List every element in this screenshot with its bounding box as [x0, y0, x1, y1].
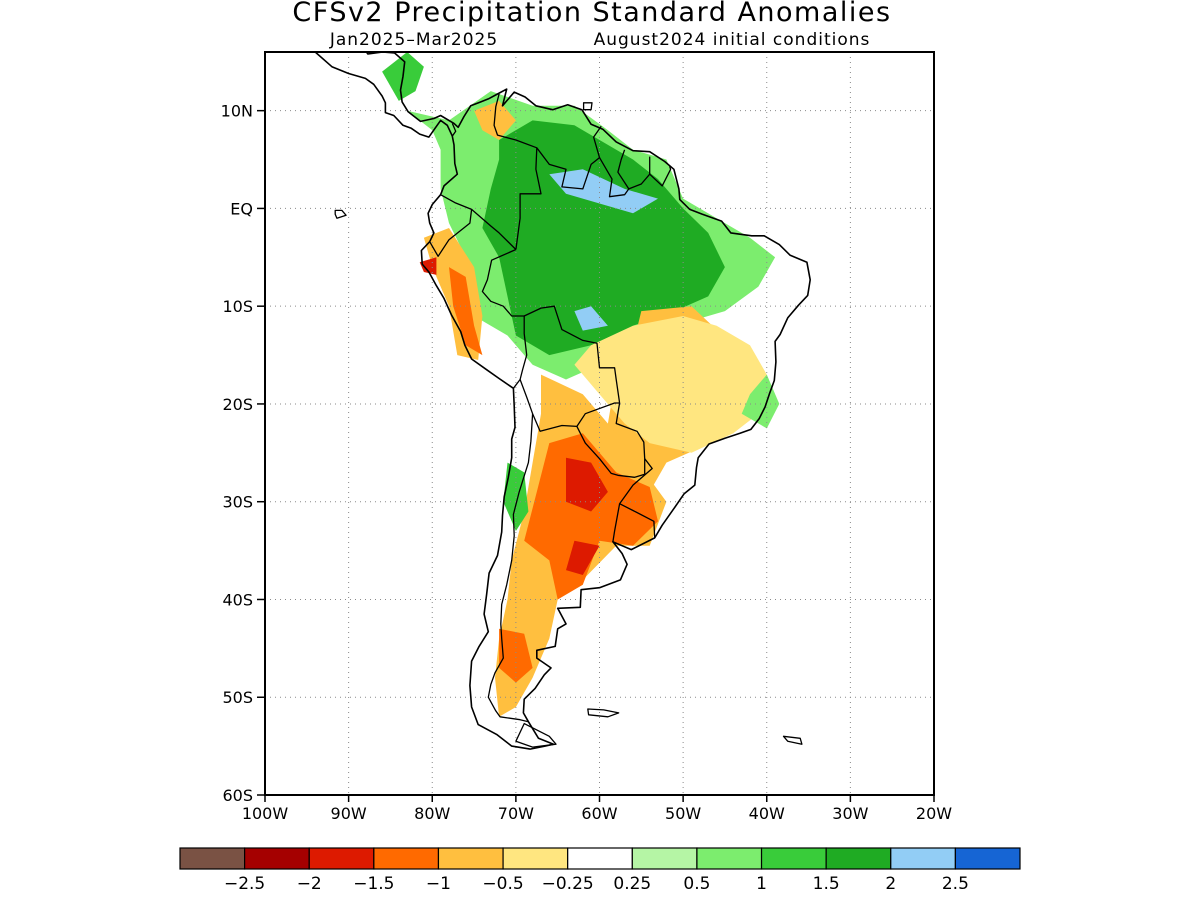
country-border [429, 194, 473, 257]
initial-conditions-subtitle: August2024 initial conditions [594, 30, 871, 50]
colorbar-legend: −2.5 −2 −1.5 −1 −0.5 −0.25 0.25 0.5 1 1.5 2 2.5 [179, 847, 1021, 894]
anomaly-region-16 [503, 462, 529, 531]
colorbar-label: −1.5 [353, 874, 394, 894]
anomaly-region-3 [574, 306, 608, 331]
colorbar-label: 0.5 [683, 874, 710, 894]
colorbar-swatch [373, 847, 440, 870]
colorbar-swatch [825, 847, 892, 870]
lat-tick-label: 40S [222, 590, 253, 609]
lon-tick-label: 40W [749, 804, 785, 823]
lon-tick-label: 70W [498, 804, 534, 823]
colorbar-swatch [890, 847, 956, 870]
colorbar-label: 2 [885, 874, 896, 894]
country-border [576, 402, 646, 478]
island-outline [334, 209, 347, 219]
colorbar-swatch [179, 847, 246, 870]
country-border [471, 208, 517, 250]
island-outline [587, 708, 620, 718]
country-border [519, 379, 620, 432]
anomaly-shading-layer [382, 52, 780, 717]
lon-tick-label: 30W [832, 804, 868, 823]
map-title: CFSv2 Precipitation Standard Anomalies [292, 0, 891, 28]
colorbar-label: −0.25 [542, 874, 594, 894]
country-border [598, 149, 630, 198]
lon-tick-label: 20W [916, 804, 952, 823]
anomaly-region-13 [449, 267, 483, 356]
lon-tick-label: 80W [414, 804, 450, 823]
colorbar-swatch [567, 847, 633, 870]
coastline-layer [309, 28, 811, 750]
colorbar-swatch [244, 847, 310, 870]
colorbar-swatch [954, 847, 1021, 870]
colorbar-swatch [502, 847, 569, 870]
country-border [481, 248, 528, 389]
colorbar-swatch [631, 847, 698, 870]
country-border [523, 305, 621, 404]
country-border [451, 123, 457, 137]
island-outline [782, 735, 803, 745]
anomaly-region-1 [482, 120, 725, 356]
colorbar-swatch [437, 847, 504, 870]
colorbar-label: 1.5 [813, 874, 840, 894]
colorbar-label: −2 [297, 874, 322, 894]
lat-tick-label: 20S [222, 395, 253, 414]
anomaly-region-8 [524, 433, 658, 600]
colorbar-label: 2.5 [942, 874, 969, 894]
country-border [536, 125, 602, 190]
country-border [487, 413, 534, 723]
colorbar-label: 0.25 [613, 874, 651, 894]
lon-tick-label: 60W [581, 804, 617, 823]
lat-tick-label: EQ [230, 199, 253, 218]
colorbar-label: −1 [426, 874, 451, 894]
lon-tick-label: 90W [331, 804, 367, 823]
forecast-period-subtitle: Jan2025–Mar2025 [329, 30, 498, 50]
colorbar-label: −2.5 [224, 874, 265, 894]
island-outline [539, 28, 552, 33]
lat-tick-label: 30S [222, 493, 253, 512]
continent-coastline [309, 52, 811, 750]
anomaly-region-14 [419, 257, 437, 275]
colorbar-swatch [696, 847, 763, 870]
anomaly-region-2 [549, 169, 658, 214]
lon-tick-label: 100W [242, 804, 289, 823]
country-border [649, 166, 672, 187]
island-outline [515, 722, 557, 748]
anomaly-region-10 [566, 540, 600, 575]
anomaly-region-17 [741, 374, 780, 429]
island-outline [582, 102, 593, 111]
anomaly-region-9 [566, 457, 608, 512]
colorbar-swatch [760, 847, 827, 870]
lat-tick-label: 10S [222, 297, 253, 316]
country-border [612, 503, 621, 542]
anomaly-region-11 [499, 628, 533, 683]
country-border [628, 156, 651, 190]
lat-tick-label: 50S [222, 688, 253, 707]
lat-tick-label: 10N [221, 102, 253, 121]
colorbar-label: −0.5 [482, 874, 523, 894]
anomaly-region-6 [574, 316, 767, 453]
lat-tick-label: 60S [222, 786, 253, 805]
colorbar-label: 1 [756, 874, 767, 894]
colorbar-swatch [308, 847, 375, 870]
lon-tick-label: 50W [665, 804, 701, 823]
